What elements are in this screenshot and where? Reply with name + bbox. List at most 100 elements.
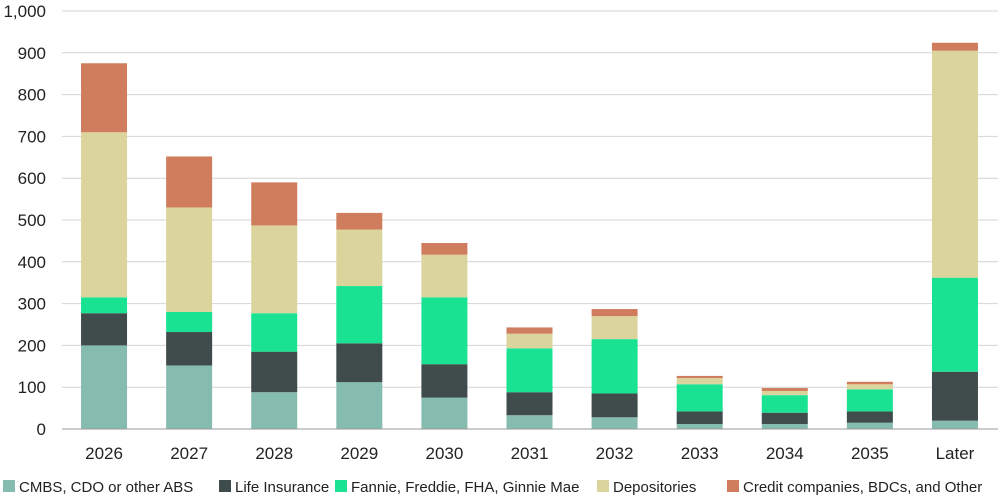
- y-tick-label: 600: [18, 169, 46, 188]
- y-tick-label: 200: [18, 336, 46, 355]
- bar-segment: [166, 365, 213, 429]
- bar-segment: [591, 316, 638, 340]
- x-tick-label: 2027: [170, 444, 208, 463]
- legend-label: Depositories: [613, 479, 696, 496]
- bar-segment: [81, 297, 128, 314]
- x-tick-label: 2026: [85, 444, 123, 463]
- legend: CMBS, CDO or other ABS Life Insurance Fann…: [3, 479, 982, 496]
- bar-stack-2029: [336, 212, 383, 429]
- bar-segment: [591, 393, 638, 418]
- bar-segment: [81, 63, 128, 133]
- bar-segment: [506, 348, 553, 393]
- bar-segment: [676, 423, 723, 429]
- bar-segment: [81, 132, 128, 298]
- legend-item: Fannie, Freddie, FHA, Ginnie Mae: [335, 479, 579, 496]
- bar-segment: [81, 345, 128, 429]
- y-tick-label: 700: [18, 127, 46, 146]
- bar-segment: [506, 327, 553, 334]
- legend-item: Credit companies, BDCs, and Other: [727, 479, 982, 496]
- bar-segment: [81, 313, 128, 346]
- bar-segment: [251, 182, 298, 226]
- y-gridlines: [62, 10, 998, 388]
- bar-segment: [761, 388, 808, 391]
- bar-stack-2026: [81, 63, 128, 429]
- legend-item: Depositories: [597, 479, 696, 496]
- x-tick-label: 2030: [425, 444, 463, 463]
- bar-segment: [336, 382, 383, 429]
- bar-stack-2031: [506, 327, 553, 429]
- legend-label: CMBS, CDO or other ABS: [19, 479, 193, 496]
- legend-item: CMBS, CDO or other ABS: [3, 479, 193, 496]
- bar-segment: [336, 229, 383, 287]
- bar-segment: [166, 332, 213, 366]
- bar-segment: [251, 225, 298, 314]
- bar-segment: [336, 286, 383, 344]
- bar-stack-Later: [931, 42, 978, 429]
- bar-segment: [421, 254, 468, 298]
- bar-segment: [846, 389, 893, 412]
- bar-segment: [761, 390, 808, 396]
- bar-segment: [761, 423, 808, 429]
- bar-segment: [591, 417, 638, 429]
- bar-segment: [931, 420, 978, 429]
- x-tick-label: Later: [936, 444, 975, 463]
- legend-label: Life Insurance: [235, 479, 329, 496]
- bar-segment: [931, 277, 978, 372]
- bar-segment: [676, 375, 723, 379]
- y-tick-label: 0: [37, 420, 46, 439]
- bar-segment: [336, 212, 383, 230]
- legend-label: Fannie, Freddie, FHA, Ginnie Mae: [351, 479, 579, 496]
- bar-segment: [336, 343, 383, 383]
- y-tick-label: 300: [18, 295, 46, 314]
- bars: [81, 42, 978, 429]
- y-tick-label: 1,000: [3, 2, 46, 21]
- y-axis-ticks: 0 100 200 300 400 500 600 700 800 900 1,000: [3, 2, 46, 439]
- x-tick-label: 2034: [766, 444, 804, 463]
- legend-swatch: [335, 480, 347, 492]
- bar-segment: [931, 50, 978, 278]
- legend-swatch: [3, 480, 15, 492]
- legend-swatch: [219, 480, 231, 492]
- bar-segment: [251, 313, 298, 352]
- legend-swatch: [727, 480, 739, 492]
- legend-label: Credit companies, BDCs, and Other: [743, 479, 982, 496]
- x-tick-label: 2032: [596, 444, 634, 463]
- bar-segment: [676, 384, 723, 412]
- x-tick-label: 2028: [255, 444, 293, 463]
- legend-swatch: [597, 480, 609, 492]
- bar-segment: [676, 411, 723, 424]
- bar-stack-2030: [421, 242, 468, 429]
- bar-segment: [591, 339, 638, 394]
- bar-segment: [846, 381, 893, 385]
- bar-segment: [166, 207, 213, 312]
- bar-segment: [166, 156, 213, 208]
- bar-segment: [506, 415, 553, 429]
- bar-segment: [591, 309, 638, 317]
- x-tick-label: 2029: [340, 444, 378, 463]
- bar-segment: [251, 351, 298, 393]
- x-tick-label: 2033: [681, 444, 719, 463]
- bar-segment: [506, 392, 553, 416]
- y-tick-label: 100: [18, 378, 46, 397]
- y-tick-label: 500: [18, 211, 46, 230]
- bar-stack-2027: [166, 156, 213, 429]
- x-axis-ticks: 2026 2027 2028 2029 2030 2031 2032 2033 2034 2035…: [85, 444, 975, 463]
- legend-item: Life Insurance: [219, 479, 329, 496]
- bar-segment: [761, 395, 808, 413]
- bar-stack-2034: [761, 388, 808, 429]
- bar-segment: [761, 412, 808, 424]
- bar-segment: [421, 297, 468, 365]
- bar-stack-2028: [251, 182, 298, 429]
- bar-segment: [931, 371, 978, 421]
- bar-segment: [846, 384, 893, 390]
- y-tick-label: 900: [18, 44, 46, 63]
- y-tick-label: 400: [18, 253, 46, 272]
- bar-segment: [421, 242, 468, 255]
- bar-segment: [421, 397, 468, 429]
- bar-stack-2035: [846, 381, 893, 429]
- x-tick-label: 2031: [511, 444, 549, 463]
- bar-segment: [166, 311, 213, 333]
- bar-segment: [421, 364, 468, 398]
- y-tick-label: 800: [18, 86, 46, 105]
- bar-stack-2033: [676, 375, 723, 429]
